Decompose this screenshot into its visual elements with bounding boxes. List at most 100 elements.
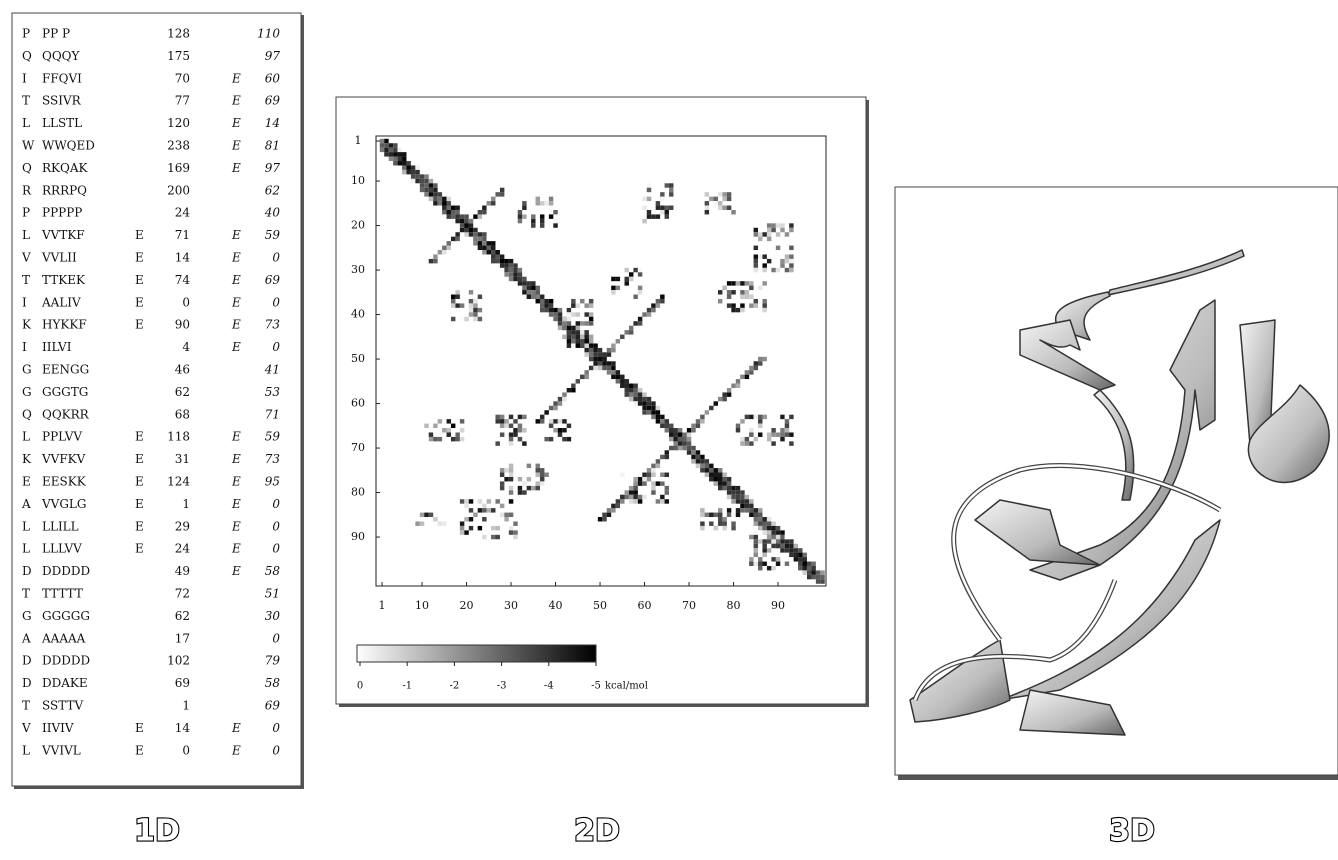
contact-cell [527, 290, 531, 294]
contact-cell [531, 295, 535, 299]
contact-cell [629, 388, 633, 392]
contact-cell [460, 228, 464, 232]
contact-cell [433, 188, 437, 192]
contact-cell [549, 424, 553, 428]
contact-cell [464, 214, 468, 218]
contact-cell [754, 299, 758, 303]
contact-cell [460, 526, 464, 530]
contact-cell [749, 535, 753, 539]
contact-cell [438, 437, 442, 441]
contact-cell [424, 424, 428, 428]
contact-cell [665, 210, 669, 214]
contact-cell [598, 517, 602, 521]
contact-cell [584, 335, 588, 339]
contact-cell [607, 370, 611, 374]
contact-cell [522, 290, 526, 294]
contact-cell [447, 206, 451, 210]
table-cell: E [135, 519, 144, 533]
contact-cell [593, 352, 597, 356]
contact-cell [509, 490, 513, 494]
contact-cell [638, 286, 642, 290]
contact-cell [749, 428, 753, 432]
contact-cell [762, 562, 766, 566]
contact-cell [705, 410, 709, 414]
table-cell: 200 [167, 183, 190, 197]
contact-cell [429, 197, 433, 201]
contact-cell [803, 562, 807, 566]
contact-cell [731, 281, 735, 285]
contact-cell [740, 295, 744, 299]
contact-cell [656, 303, 660, 307]
contact-cell [767, 517, 771, 521]
contact-cell [736, 308, 740, 312]
contact-cell [633, 401, 637, 405]
contact-cell [794, 548, 798, 552]
contact-cell [504, 477, 508, 481]
contact-cell [758, 521, 762, 525]
table-cell: EENGG [42, 363, 89, 377]
contact-cell [754, 562, 758, 566]
contact-cell [469, 499, 473, 503]
x-tick-label: 30 [504, 599, 518, 612]
contact-cell [571, 335, 575, 339]
contact-cell [745, 281, 749, 285]
contact-cell [665, 473, 669, 477]
contact-cell [722, 517, 726, 521]
table-cell: 0 [182, 295, 190, 309]
contact-cell [402, 152, 406, 156]
table-cell: 30 [265, 609, 281, 623]
contact-cell [669, 424, 673, 428]
contact-cell [633, 321, 637, 325]
contact-cell [754, 259, 758, 263]
contact-cell [518, 281, 522, 285]
contact-cell [562, 428, 566, 432]
contact-cell [487, 499, 491, 503]
contact-cell [762, 432, 766, 436]
contact-cell [740, 508, 744, 512]
contact-cell [762, 548, 766, 552]
contact-cell [536, 481, 540, 485]
contact-cell [789, 548, 793, 552]
table-cell: E [231, 743, 241, 757]
table-cell: 73 [265, 318, 281, 332]
contact-cell [754, 437, 758, 441]
contact-cell [620, 335, 624, 339]
contact-cell [607, 513, 611, 517]
contact-cell [460, 530, 464, 534]
contact-cell [705, 464, 709, 468]
table-cell: E [135, 475, 144, 489]
contact-cell [776, 557, 780, 561]
contact-cell [691, 455, 695, 459]
contact-cell [633, 268, 637, 272]
contact-cell [415, 174, 419, 178]
contact-cell [540, 428, 544, 432]
contact-cell [576, 326, 580, 330]
contact-cell [455, 214, 459, 218]
contact-cell [696, 455, 700, 459]
table-cell: E [135, 295, 144, 309]
contact-cell [798, 553, 802, 557]
contact-cell [656, 299, 660, 303]
contact-cell [736, 428, 740, 432]
contact-cell [780, 223, 784, 227]
contact-cell [718, 486, 722, 490]
contact-cell [402, 165, 406, 169]
table-cell: RKQAK [42, 161, 89, 175]
contact-cell [393, 152, 397, 156]
contact-cell [576, 303, 580, 307]
contact-cell [616, 339, 620, 343]
contact-cell [495, 535, 499, 539]
contact-cell [736, 281, 740, 285]
contact-cell [731, 303, 735, 307]
contact-cell [714, 197, 718, 201]
contact-cell [625, 330, 629, 334]
contact-cell [389, 152, 393, 156]
contact-cell [500, 481, 504, 485]
contact-cell [696, 419, 700, 423]
contact-cell [803, 566, 807, 570]
contact-cell [460, 419, 464, 423]
contact-cell [540, 303, 544, 307]
contact-cell [447, 246, 451, 250]
contact-cell [487, 241, 491, 245]
contact-cell [700, 459, 704, 463]
